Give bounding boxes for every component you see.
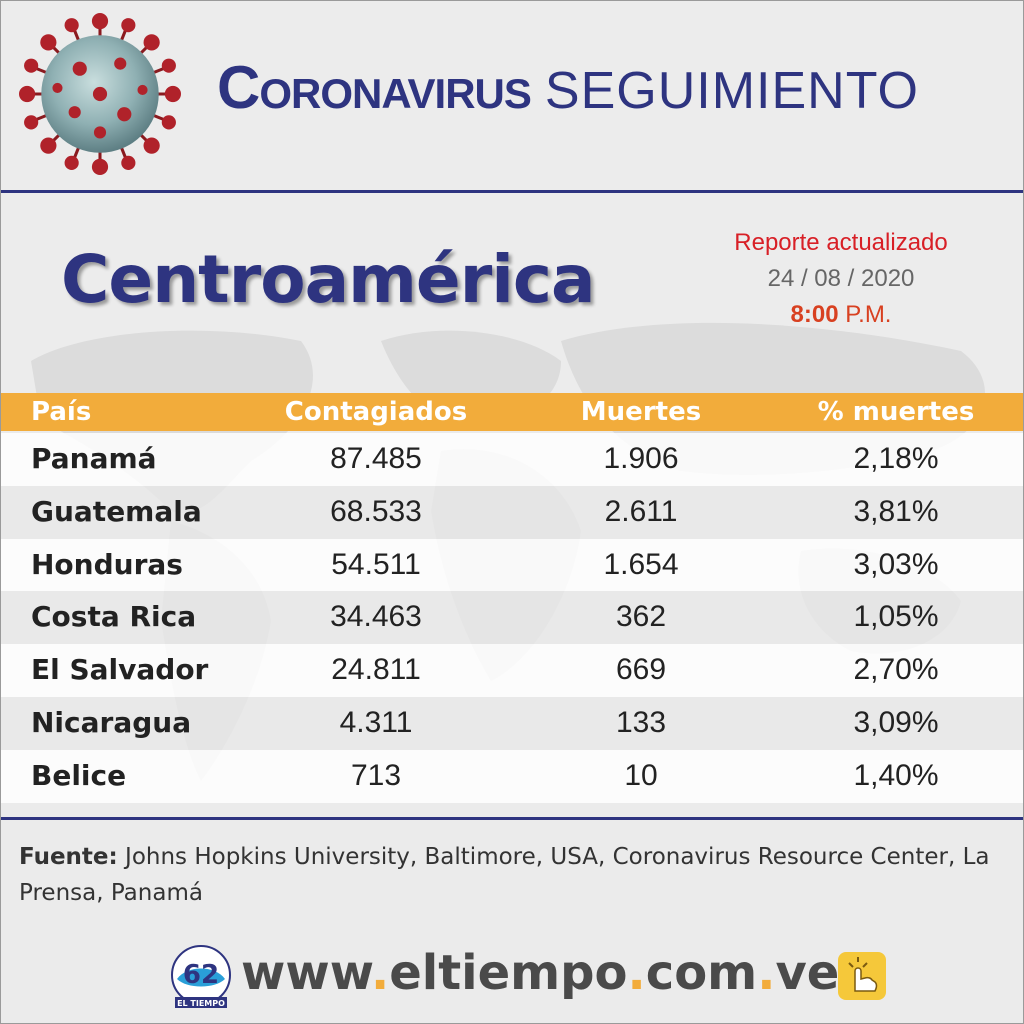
cell-contagiados: 4.311	[339, 705, 413, 739]
url-part: eltiempo	[389, 945, 628, 1001]
cell-pais: Belice	[31, 758, 127, 792]
click-hand-icon	[838, 952, 886, 1000]
logo-number: 62	[183, 960, 219, 990]
table-row: Guatemala 68.533 2.611 3,81%	[1, 485, 1023, 539]
cell-porcentaje: 1,40%	[853, 758, 939, 792]
cell-pais: Nicaragua	[31, 705, 192, 739]
header-pais: País	[31, 397, 92, 427]
table-row: Costa Rica 34.463 362 1,05%	[1, 591, 1023, 645]
cell-contagiados: 24.811	[331, 653, 421, 687]
report-time: 8:00 P.M.	[701, 301, 981, 329]
url-dot: .	[627, 945, 646, 1001]
cell-pais: Guatemala	[31, 494, 202, 528]
cell-pais: Panamá	[31, 442, 157, 475]
brand-footer[interactable]: 62 EL TIEMPO www.eltiempo.com.ve	[169, 941, 889, 1013]
table-body: Panamá 87.485 1.906 2,18% Guatemala 68.5…	[1, 433, 1023, 803]
url-dot: .	[370, 945, 390, 1001]
cell-pais: Honduras	[31, 547, 183, 581]
table-row: Nicaragua 4.311 133 3,09%	[1, 696, 1023, 750]
cell-muertes: 1.906	[603, 442, 679, 475]
header-contagiados: Contagiados	[284, 397, 468, 427]
report-label: Reporte actualizado	[734, 229, 948, 256]
cell-muertes: 133	[615, 705, 667, 739]
website-link[interactable]: www.eltiempo.com.ve	[241, 945, 839, 1001]
cell-pais: El Salvador	[31, 653, 209, 687]
header-porcentaje: % muertes	[817, 397, 975, 427]
cell-contagiados: 713	[350, 758, 402, 792]
cell-muertes: 669	[615, 653, 667, 687]
url-part: ve	[775, 945, 840, 1001]
title-sub: SEGUIMIENTO	[544, 62, 919, 120]
report-ampm: P.M.	[845, 301, 892, 328]
report-info: Reporte actualizado 24 / 08 / 2020 8:00 …	[701, 229, 981, 329]
table-row: El Salvador 24.811 669 2,70%	[1, 644, 1023, 697]
table-header: País Contagiados Muertes % muertes	[1, 393, 1023, 431]
region-title: Centroamérica	[61, 241, 596, 318]
eltiempo-logo[interactable]: 62 EL TIEMPO	[169, 945, 233, 1009]
cell-porcentaje: 3,03%	[853, 547, 939, 581]
table-row: Honduras 54.511 1.654 3,03%	[1, 538, 1023, 592]
source-text: Johns Hopkins University, Baltimore, USA…	[19, 844, 990, 906]
cell-porcentaje: 2,18%	[853, 442, 939, 475]
cell-porcentaje: 3,81%	[853, 494, 939, 528]
cell-porcentaje: 2,70%	[853, 653, 939, 687]
coronavirus-icon	[19, 13, 181, 175]
cell-contagiados: 87.485	[330, 442, 422, 475]
cell-pais: Costa Rica	[31, 600, 197, 634]
source-note: Fuente: Johns Hopkins University, Baltim…	[19, 839, 1009, 911]
cell-porcentaje: 1,05%	[853, 600, 939, 634]
table-divider	[1, 817, 1023, 820]
url-part: www	[241, 945, 371, 1001]
url-part: com	[645, 945, 758, 1001]
report-hour: 8:00	[790, 301, 839, 328]
page-title: Coronavirus SEGUIMIENTO	[217, 53, 919, 143]
header-divider	[1, 190, 1023, 193]
cell-muertes: 2.611	[604, 494, 678, 528]
cell-muertes: 10	[624, 758, 658, 792]
table-row: Panamá 87.485 1.906 2,18%	[1, 433, 1023, 486]
report-date: 24 / 08 / 2020	[767, 265, 915, 292]
header-muertes: Muertes	[580, 397, 702, 427]
cell-contagiados: 54.511	[331, 547, 421, 581]
cell-muertes: 362	[615, 600, 667, 634]
logo-text: EL TIEMPO	[177, 999, 225, 1008]
header: Coronavirus SEGUIMIENTO	[1, 1, 1023, 191]
cell-contagiados: 34.463	[330, 600, 422, 634]
url-dot: .	[757, 945, 776, 1001]
table-row: Belice 713 10 1,40%	[1, 749, 1023, 803]
cell-porcentaje: 3,09%	[853, 705, 939, 739]
cell-muertes: 1.654	[603, 547, 679, 581]
cell-contagiados: 68.533	[330, 494, 422, 528]
source-label: Fuente:	[19, 844, 118, 870]
title-main: Coronavirus	[217, 54, 532, 121]
